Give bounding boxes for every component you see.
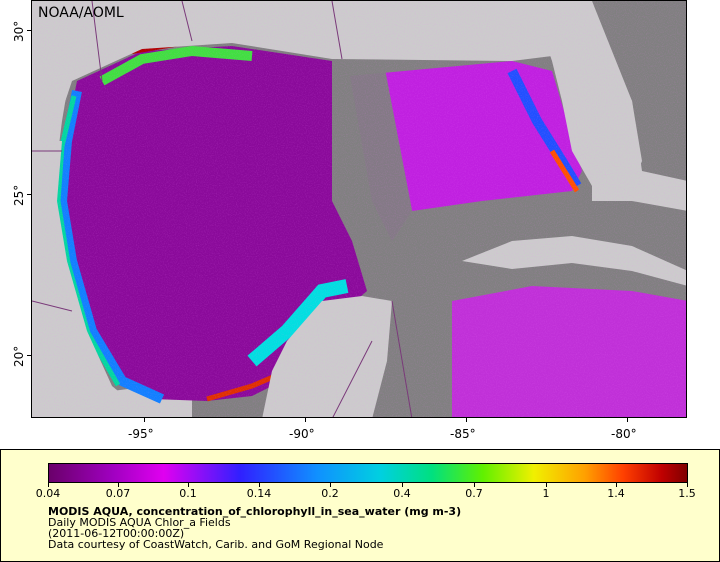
colorbar-tick bbox=[330, 483, 331, 487]
colorbar-label: 0.04 bbox=[35, 487, 61, 500]
speckle-texture bbox=[32, 1, 686, 417]
colorbar-label: 1.5 bbox=[678, 487, 696, 500]
y-tick-label-25: 25° bbox=[12, 184, 26, 206]
x-tick-label-80: -80° bbox=[611, 427, 637, 441]
y-tick-25 bbox=[27, 194, 31, 195]
colorbar-label: 0.1 bbox=[179, 487, 197, 500]
colorbar-tick bbox=[687, 483, 688, 487]
x-tick-label-85: -85° bbox=[450, 427, 476, 441]
colorbar-label: 1.4 bbox=[607, 487, 625, 500]
state-borders bbox=[32, 1, 413, 417]
colorbar-label: 0.7 bbox=[465, 487, 483, 500]
colorbar-tick bbox=[474, 483, 475, 487]
colorbar-tick bbox=[188, 483, 189, 487]
y-tick-30 bbox=[27, 30, 31, 31]
legend-source: Data courtesy of CoastWatch, Carib. and … bbox=[48, 538, 384, 551]
colorbar-label: 0.14 bbox=[246, 487, 272, 500]
map-frame[interactable]: NOAA/AOML bbox=[31, 0, 687, 418]
x-tick-85 bbox=[466, 418, 467, 422]
colorbar-tick bbox=[616, 483, 617, 487]
colorbar-tick bbox=[48, 483, 49, 487]
map-credit: NOAA/AOML bbox=[38, 5, 124, 21]
colorbar bbox=[48, 463, 688, 483]
colorbar-tick bbox=[546, 483, 547, 487]
x-tick-90 bbox=[305, 418, 306, 422]
colorbar-tick bbox=[118, 483, 119, 487]
colorbar-tick bbox=[259, 483, 260, 487]
colorbar-label: 0.4 bbox=[393, 487, 411, 500]
legend-title: MODIS AQUA, concentration_of_chlorophyll… bbox=[48, 505, 462, 518]
x-tick-label-95: -95° bbox=[128, 427, 154, 441]
chlorophyll-map bbox=[32, 1, 686, 417]
y-tick-label-20: 20° bbox=[12, 345, 26, 367]
legend-dataset: Daily MODIS AQUA Chlor_a Fields bbox=[48, 516, 231, 529]
legend-time: (2011-06-12T00:00:00Z) bbox=[48, 527, 185, 540]
colorbar-label: 0.2 bbox=[321, 487, 339, 500]
x-tick-95 bbox=[144, 418, 145, 422]
colorbar-label: 0.07 bbox=[105, 487, 131, 500]
x-tick-label-90: -90° bbox=[289, 427, 315, 441]
y-tick-label-30: 30° bbox=[12, 20, 26, 42]
y-tick-20 bbox=[27, 355, 31, 356]
colorbar-label: 1 bbox=[542, 487, 550, 500]
colorbar-tick bbox=[402, 483, 403, 487]
x-tick-80 bbox=[627, 418, 628, 422]
